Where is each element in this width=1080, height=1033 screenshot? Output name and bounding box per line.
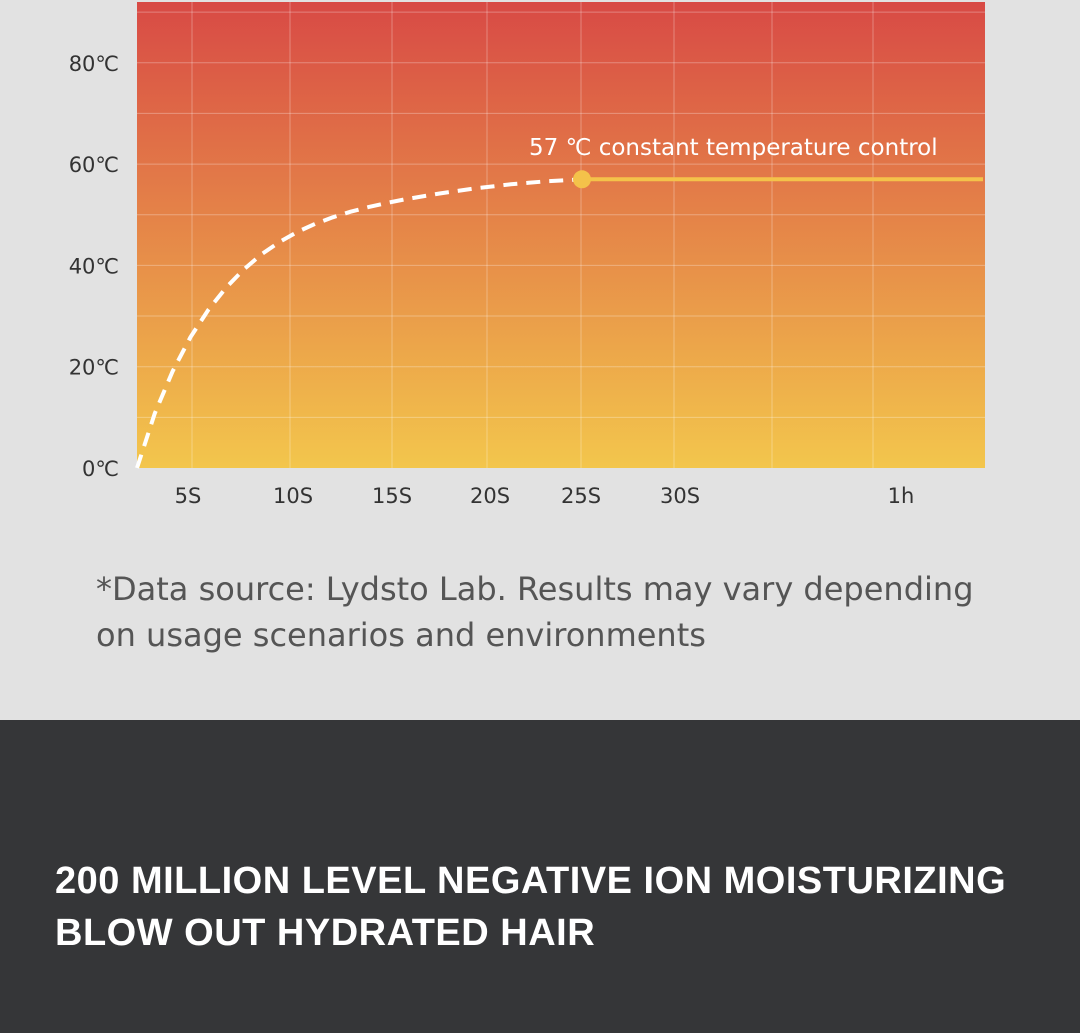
x-tick-label: 1h xyxy=(888,484,915,508)
x-tick-label: 30S xyxy=(660,484,700,508)
feature-banner: 200 MILLION LEVEL NEGATIVE ION MOISTURIZ… xyxy=(0,720,1080,1033)
x-tick-label: 15S xyxy=(372,484,412,508)
x-tick-label: 10S xyxy=(273,484,313,508)
data-source-footnote: *Data source: Lydsto Lab. Results may va… xyxy=(96,570,974,654)
y-tick-label: 20℃ xyxy=(69,356,119,380)
x-tick-label: 20S xyxy=(470,484,510,508)
chart-section: 0℃ 20℃ 40℃ 60℃ 80℃ 5S 10S 15S 20S 25S 30S 1h 57 ℃ … xyxy=(68,2,985,654)
y-tick-label: 0℃ xyxy=(82,457,119,481)
y-tick-label: 40℃ xyxy=(69,254,119,278)
y-axis: 0℃ 20℃ 40℃ 60℃ 80℃ xyxy=(69,52,119,481)
grid xyxy=(137,2,985,468)
headline-line-2: BLOW OUT HYDRATED HAIR xyxy=(55,912,596,954)
annotation-label: 57 ℃ constant temperature control xyxy=(529,135,938,161)
x-tick-label: 5S xyxy=(175,484,202,508)
y-tick-label: 80℃ xyxy=(69,52,119,76)
x-tick-label: 25S xyxy=(561,484,601,508)
y-tick-label: 60℃ xyxy=(69,153,119,177)
temperature-chart: 0℃ 20℃ 40℃ 60℃ 80℃ 5S 10S 15S 20S 25S 30S 1h 57 ℃ … xyxy=(69,2,985,508)
x-axis: 5S 10S 15S 20S 25S 30S 1h xyxy=(175,484,915,508)
feature-headline: 200 MILLION LEVEL NEGATIVE ION MOISTURIZ… xyxy=(55,855,1045,959)
constant-temperature-marker xyxy=(573,170,591,189)
headline-line-1: 200 MILLION LEVEL NEGATIVE ION MOISTURIZ… xyxy=(55,860,1007,902)
plot-area xyxy=(137,2,985,468)
heating-curve xyxy=(135,177,583,469)
